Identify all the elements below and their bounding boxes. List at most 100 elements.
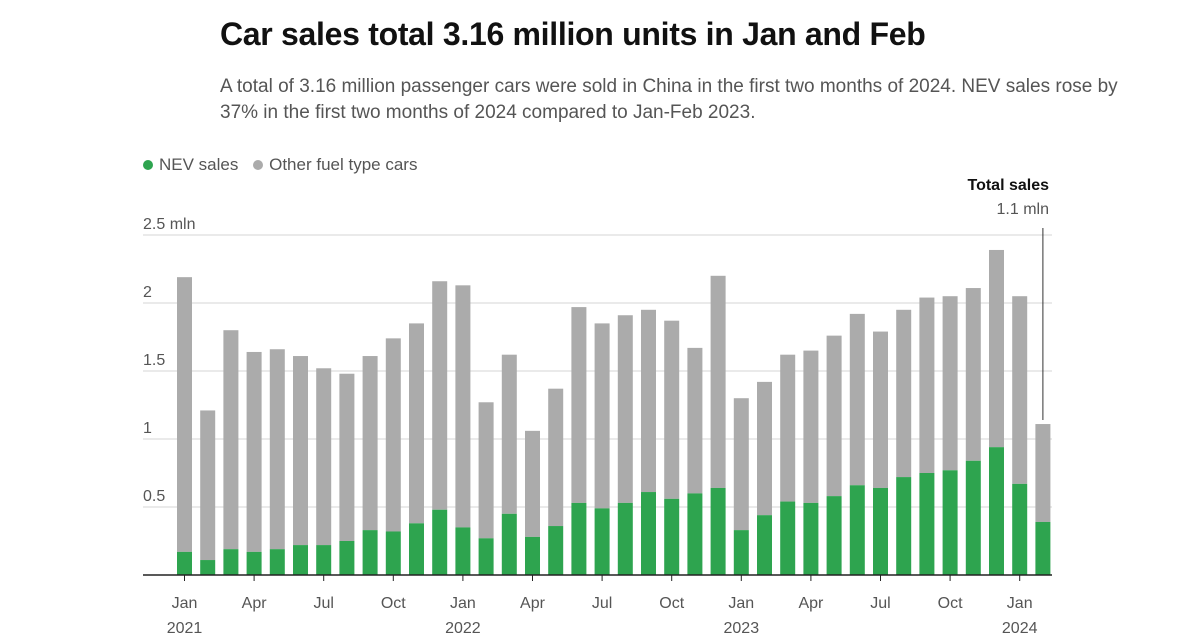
legend-item-nev: NEV sales [143,155,238,175]
bar-other-2021-03 [223,330,239,550]
bar-nev-2023-09 [919,473,935,575]
bar-nev-2022-03 [501,513,517,575]
bar-nev-2023-10 [942,470,958,575]
y-tick-label: 2.5 mln [143,216,195,233]
x-tick-month: Oct [938,595,963,612]
bar-nev-2022-10 [664,498,680,575]
bar-nev-2022-09 [641,492,656,575]
x-tick-year: 2023 [724,620,760,637]
bar-other-2023-11 [965,288,981,461]
x-tick-month: Apr [242,595,268,612]
x-tick-year: 2024 [1002,620,1038,637]
bar-other-2023-05 [826,335,842,497]
x-tick-year: 2022 [445,620,481,637]
bar-other-2021-07 [316,368,332,546]
bar-nev-2023-06 [849,485,865,575]
bar-nev-2021-09 [362,530,378,575]
bar-other-2021-08 [339,373,355,541]
bar-nev-2022-05 [548,526,564,575]
bar-other-2021-04 [246,351,262,552]
bar-other-2021-09 [362,356,378,531]
bar-other-2022-09 [641,309,656,493]
bar-other-2023-12 [989,249,1004,448]
bar-other-2021-11 [409,323,424,524]
bar-nev-2023-11 [965,460,981,575]
y-tick-label: 1.5 [143,352,165,369]
bar-nev-2023-12 [989,447,1004,575]
x-tick-month: Oct [381,595,406,612]
bar-other-2022-05 [548,388,564,527]
x-tick-month: Apr [798,595,824,612]
bar-nev-2022-07 [594,508,610,575]
bar-nev-2024-02 [1035,521,1051,575]
x-tick-year: 2021 [167,620,203,637]
x-tick-month: Jan [172,595,198,612]
bar-nev-2023-01 [733,530,749,575]
bar-nev-2023-03 [780,501,796,575]
bar-nev-2021-01 [177,551,192,575]
bar-other-2022-01 [455,285,471,528]
bar-nev-2022-08 [617,502,633,575]
x-tick-month: Oct [659,595,684,612]
bar-nev-2021-06 [293,545,308,575]
bar-other-2021-01 [177,277,192,552]
y-tick-label: 2 [143,284,152,301]
bar-nev-2022-04 [525,536,540,575]
bar-other-2023-10 [942,296,958,471]
x-tick-month: Jan [728,595,754,612]
x-tick-month: Jan [1007,595,1033,612]
bar-other-2022-08 [617,315,633,503]
bar-other-2022-11 [687,347,703,494]
bar-nev-2022-11 [687,493,703,575]
bar-other-2024-01 [1012,296,1028,484]
bar-nev-2023-02 [757,515,772,575]
y-tick-label: 1 [143,420,152,437]
x-tick-month: Jul [313,595,333,612]
bar-other-2021-05 [269,349,285,550]
bar-nev-2022-06 [571,502,587,575]
bar-nev-2021-10 [385,531,401,575]
bar-other-2022-12 [710,275,726,488]
legend: NEV sales Other fuel type cars [143,155,427,175]
other-legend-swatch [253,160,264,170]
bar-nev-2023-05 [826,496,842,575]
bar-nev-2021-04 [246,551,262,575]
bar-other-2023-07 [873,331,888,488]
y-tick-label: 0.5 [143,488,165,505]
bar-nev-2023-07 [873,487,888,575]
bar-other-2021-02 [200,410,216,561]
bar-nev-2021-08 [339,541,355,575]
bar-other-2021-06 [293,356,308,546]
bar-other-2024-02 [1035,424,1051,522]
bar-nev-2022-12 [710,487,726,575]
annotation-title: Total sales [967,177,1049,194]
annotation-value: 1.1 mln [997,201,1049,218]
x-tick-month: Apr [520,595,546,612]
legend-label-other: Other fuel type cars [269,155,418,174]
bar-other-2022-10 [664,320,680,499]
x-tick-month: Jul [870,595,890,612]
bar-other-2021-10 [385,338,401,532]
chart-title: Car sales total 3.16 million units in Ja… [220,16,926,52]
bar-nev-2022-01 [455,527,471,575]
bar-nev-2023-04 [803,502,819,575]
bar-other-2022-02 [478,402,494,539]
bar-other-2023-06 [849,313,865,486]
bar-nev-2022-02 [478,538,494,575]
nev-legend-swatch [143,160,153,170]
bar-other-2023-03 [780,354,796,502]
bar-other-2021-12 [432,281,448,510]
bar-other-2023-09 [919,297,935,473]
bar-nev-2024-01 [1012,483,1028,575]
bar-other-2022-04 [525,430,540,537]
bar-nev-2021-03 [223,549,239,575]
x-tick-month: Jan [450,595,476,612]
bar-other-2023-02 [757,381,772,516]
bar-other-2022-07 [594,323,610,509]
bar-nev-2023-08 [896,477,912,575]
x-tick-month: Jul [592,595,612,612]
legend-item-other: Other fuel type cars [253,155,417,175]
bar-nev-2021-11 [409,523,424,575]
bar-nev-2021-02 [200,560,216,575]
